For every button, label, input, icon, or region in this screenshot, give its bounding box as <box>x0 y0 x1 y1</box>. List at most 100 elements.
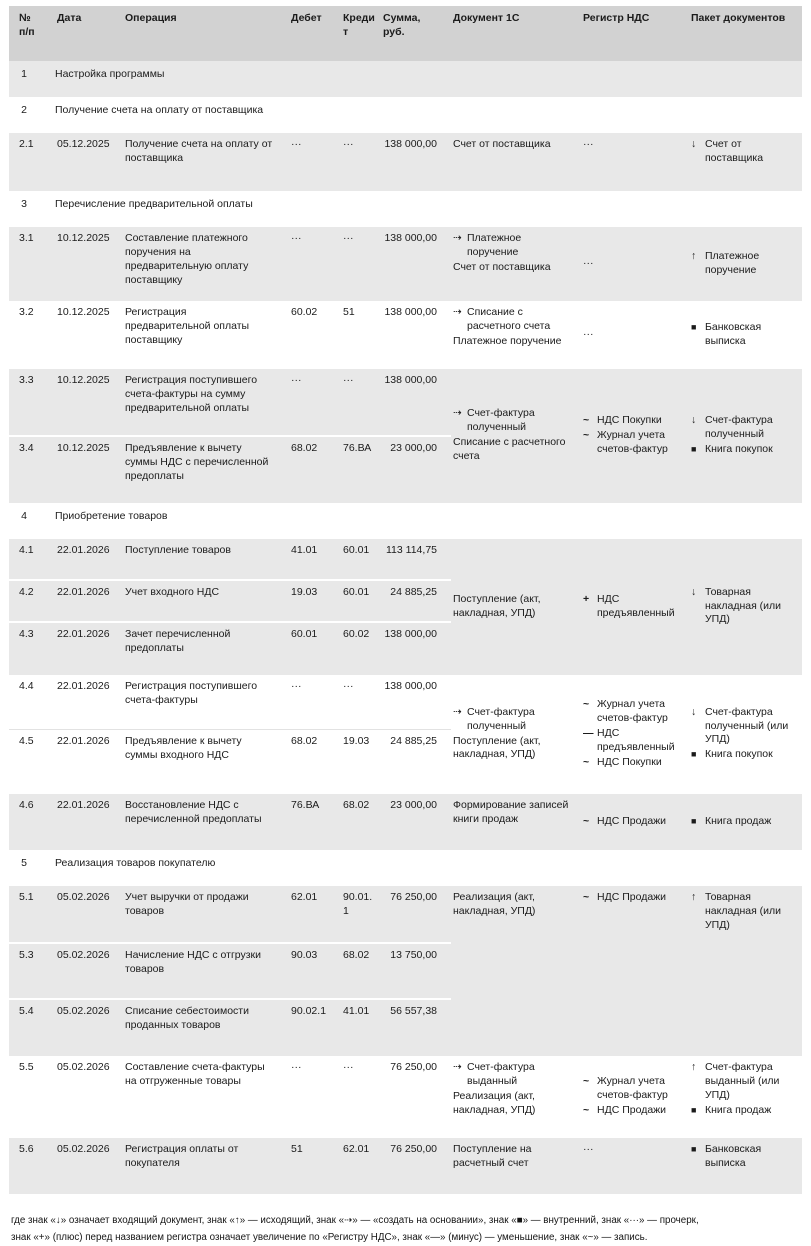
cell-debit: ··· <box>283 133 335 191</box>
cell-sum: 138 000,00 <box>381 133 451 191</box>
cell-text: Списание с расчетного счета <box>467 306 551 332</box>
internal-icon: ■ <box>691 321 697 332</box>
cell-num: 4.3 <box>9 621 55 675</box>
table-row-5-5: 5.5 05.02.2026 Составление счета-фактуры… <box>9 1056 802 1138</box>
cell-text: НДС Продажи <box>597 1103 667 1116</box>
cell-text: Банковская выписка <box>705 1143 762 1169</box>
cell-text: Счет-фактура полученный <box>467 705 535 732</box>
cell-line: ↓ Товарная накладная (или УПД) <box>691 586 800 628</box>
cell-num: 5.5 <box>9 1056 55 1138</box>
cell-debit: ··· <box>283 1056 335 1138</box>
cell-date: 22.01.2026 <box>55 729 123 794</box>
col-header-num: № п/п <box>9 6 55 61</box>
cell-doc-package-merged: ↑ Товарная накладная (или УПД) <box>685 886 802 1056</box>
cell-operation: Зачет перечисленной предоплаты <box>123 621 283 675</box>
cell-doc-package: ■ Банковская выписка <box>685 301 802 369</box>
col-header-operation: Операция <box>123 6 283 61</box>
cell-line: ~ НДС Покупки <box>583 756 679 770</box>
cell-date: 22.01.2026 <box>55 675 123 730</box>
section-title: Перечисление предварительной оплаты <box>55 191 802 227</box>
legend-line-2: знак «+» (плюс) перед названием регистра… <box>11 1232 648 1244</box>
cell-text: НДС Продажи <box>597 814 667 827</box>
cell-line: Счет от поставщика <box>453 261 569 275</box>
cell-text: Реализация (акт, накладная, УПД) <box>453 891 536 917</box>
cell-vat-register-merged: ~ Журнал учета счетов-фактур — НДС предъявл… <box>577 675 685 794</box>
cell-doc-package-merged: ↓ Счет-фактура полученный ■ Книга покупок <box>685 369 802 503</box>
outgoing-arrow-icon: ↑ <box>691 249 697 262</box>
cell-date: 05.02.2026 <box>55 886 123 943</box>
col-header-doc1c: Документ 1С <box>451 6 577 61</box>
cell-text: НДС Покупки <box>597 414 662 427</box>
record-icon: ~ <box>583 891 590 903</box>
cell-operation: Поступление товаров <box>123 539 283 580</box>
cell-date: 22.01.2026 <box>55 794 123 850</box>
cell-sum: 76 250,00 <box>381 1138 451 1194</box>
cell-text: Счет-фактура полученный (или УПД) <box>705 705 789 746</box>
cell-text: Реализация (акт, накладная, УПД) <box>453 1089 536 1116</box>
cell-doc1c: Счет от поставщика <box>451 133 577 191</box>
create-from-icon: ⇢ <box>453 306 462 318</box>
cell-doc-package-merged: ↓ Счет-фактура полученный (или УПД) ■ Книга… <box>685 675 802 794</box>
cell-num: 3.3 <box>9 369 55 436</box>
cell-operation: Предъявление к вычету суммы входного НДС <box>123 729 283 794</box>
incoming-arrow-icon: ↓ <box>691 585 697 598</box>
cell-text: Журнал учета счетов-фактур <box>597 698 668 725</box>
incoming-arrow-icon: ↓ <box>691 138 697 150</box>
legend-line-1: где знак «↓» означает входящий документ,… <box>11 1215 699 1226</box>
record-icon: ~ <box>583 755 590 768</box>
record-icon: ~ <box>583 814 590 827</box>
plus-icon: + <box>583 592 590 605</box>
cell-vat-register: ~ Журнал учета счетов-фактур ~ НДС Продажи <box>577 1056 685 1138</box>
table-row-4-6: 4.6 22.01.2026 Восстановление НДС с пере… <box>9 794 802 850</box>
cell-debit: 19.03 <box>283 579 335 622</box>
cell-sum: 24 885,25 <box>381 579 451 622</box>
cell-credit: 68.02 <box>335 794 381 850</box>
cell-doc1c: ⇢ Платежное поручение Счет от поставщика <box>451 227 577 301</box>
cell-text: Платежное поручение <box>453 334 562 347</box>
cell-line: ~ НДС Продажи <box>583 815 679 829</box>
cell-debit: 60.01 <box>283 621 335 675</box>
cell-vat-register-merged: ~ НДС Покупки ~ Журнал учета счетов-фактур <box>577 369 685 503</box>
incoming-arrow-icon: ↓ <box>691 414 697 427</box>
cell-text: Списание с расчетного счета <box>453 436 566 462</box>
incoming-arrow-icon: ↓ <box>691 705 697 718</box>
cell-date: 10.12.2025 <box>55 301 123 369</box>
cell-operation: Получение счета на оплату от поставщика <box>123 133 283 191</box>
cell-debit: ··· <box>283 227 335 301</box>
cell-credit: 51 <box>335 301 381 369</box>
cell-text: Формирование записей книги продаж <box>453 799 569 825</box>
section-row-5: 5 Реализация товаров покупателю <box>9 850 802 886</box>
section-row-2: 2 Получение счета на оплату от поставщик… <box>9 97 802 133</box>
cell-doc-package: ↑ Счет-фактура выданный (или УПД) ■ Книга п… <box>685 1056 802 1138</box>
cell-operation: Регистрация оплаты от покупателя <box>123 1138 283 1194</box>
section-number: 5 <box>9 850 55 886</box>
cell-text: Поступление (акт, накладная, УПД) <box>453 734 541 761</box>
cell-text: Товарная накладная (или УПД) <box>705 891 782 931</box>
cell-text: НДС Продажи <box>597 891 667 903</box>
cell-sum: 24 885,25 <box>381 729 451 794</box>
cell-date: 05.02.2026 <box>55 998 123 1056</box>
cell-num: 4.1 <box>9 539 55 580</box>
cell-text: Счет-фактура полученный <box>467 407 535 434</box>
cell-num: 2.1 <box>9 133 55 191</box>
operations-table: № п/п Дата Операция Дебет Кредит Сумма, … <box>9 6 802 1194</box>
cell-debit: 90.02.1 <box>283 998 335 1056</box>
cell-line: ⇢ Счет-фактура выданный <box>453 1061 569 1089</box>
internal-icon: ■ <box>691 1104 697 1115</box>
cell-line: + НДС предъявленный <box>583 593 679 621</box>
cell-line: ~ Журнал учета счетов-фактур <box>583 1075 679 1103</box>
cell-line: ~ НДС Продажи <box>583 891 679 905</box>
col-header-credit: Кредит <box>335 6 381 61</box>
record-icon: ~ <box>583 1103 590 1116</box>
section-number: 3 <box>9 191 55 227</box>
cell-credit: 60.01 <box>335 579 381 622</box>
table-row-3-2: 3.2 10.12.2025 Регистрация предварительн… <box>9 301 802 369</box>
cell-line: ↓ Счет-фактура полученный <box>691 414 800 442</box>
create-from-icon: ⇢ <box>453 705 462 718</box>
table-row-3-1: 3.1 10.12.2025 Составление платежного по… <box>9 227 802 301</box>
create-from-icon: ⇢ <box>453 1061 462 1073</box>
table-row-4-2: 4.2 22.01.2026 Учет входного НДС 19.03 6… <box>9 579 802 622</box>
cell-sum: 138 000,00 <box>381 227 451 301</box>
cell-line: ~ Журнал учета счетов-фактур <box>583 698 679 726</box>
